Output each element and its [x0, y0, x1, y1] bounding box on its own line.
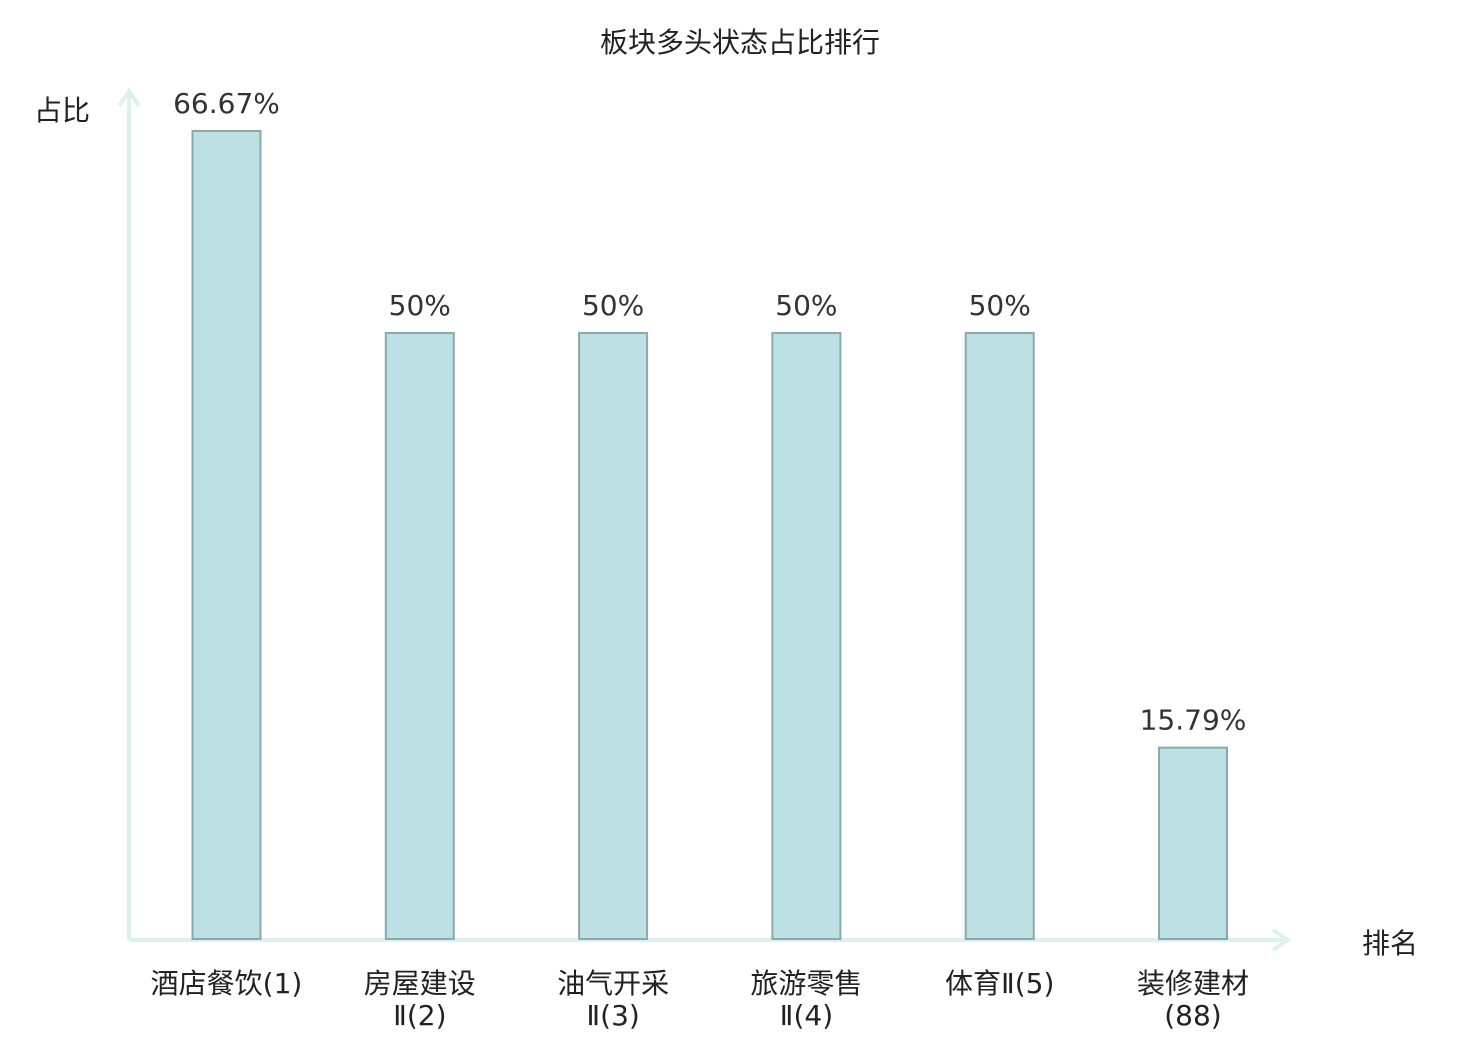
category-tick-label: 装修建材 [1137, 967, 1249, 1000]
category-tick-label: Ⅱ(3) [586, 999, 639, 1032]
category-tick-label: 体育Ⅱ(5) [945, 967, 1054, 1000]
bar [191, 130, 262, 940]
bar-value-label: 66.67% [173, 87, 280, 120]
bar [964, 332, 1035, 941]
bar [578, 332, 649, 941]
y-axis-label: 占比 [34, 94, 90, 127]
category-tick-label: 房屋建设 [364, 967, 476, 1000]
chart-title: 板块多头状态占比排行 [600, 26, 880, 59]
bar [1158, 746, 1228, 940]
category-tick-label: 油气开采 [557, 967, 669, 1000]
bar-value-label: 50% [969, 289, 1031, 322]
category-tick-label: Ⅱ(2) [393, 999, 446, 1032]
category-tick-label: 旅游零售 [750, 967, 862, 1000]
y-axis-arrow [117, 87, 141, 108]
bar-value-label: 50% [389, 289, 451, 322]
bar-value-label: 15.79% [1140, 704, 1247, 737]
category-tick-label: Ⅱ(4) [780, 999, 833, 1032]
x-axis-arrow [1271, 928, 1292, 952]
bar-value-label: 50% [775, 289, 837, 322]
category-tick-label: 酒店餐饮(1) [151, 967, 303, 1000]
x-axis-label: 排名 [1362, 927, 1418, 960]
bar [384, 332, 455, 941]
bar-value-label: 50% [582, 289, 644, 322]
bar [771, 332, 842, 941]
category-tick-label: (88) [1164, 999, 1221, 1032]
